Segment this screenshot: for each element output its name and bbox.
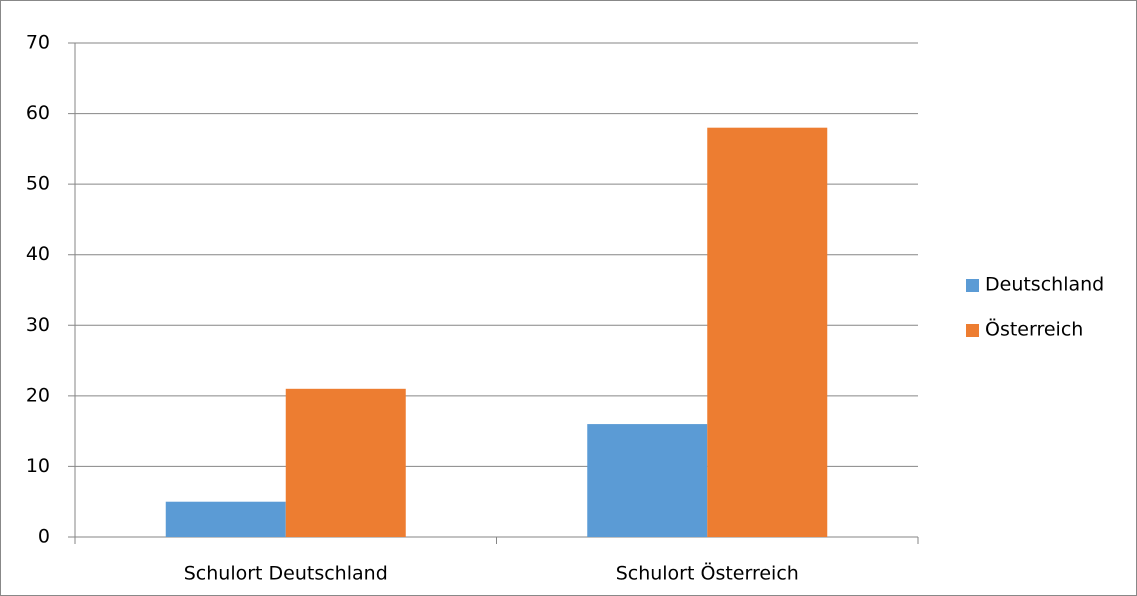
- y-tick-label: 10: [26, 455, 50, 477]
- y-tick-label: 0: [38, 526, 50, 548]
- legend-swatch: [966, 324, 979, 337]
- bar: [587, 424, 708, 537]
- legend-label: Deutschland: [985, 274, 1104, 296]
- y-tick-label: 20: [26, 384, 50, 406]
- legend-swatch: [966, 279, 979, 292]
- x-tick-label: Schulort Österreich: [616, 562, 799, 585]
- bar: [165, 501, 286, 537]
- y-tick-label: 30: [26, 314, 50, 336]
- y-tick-label: 60: [26, 102, 50, 124]
- x-tick-label: Schulort Deutschland: [184, 563, 388, 585]
- legend-label: Österreich: [985, 318, 1083, 341]
- bar: [707, 127, 828, 537]
- bar: [285, 388, 406, 537]
- y-tick-label: 50: [26, 173, 50, 195]
- y-tick-label: 70: [26, 32, 50, 54]
- y-tick-label: 40: [26, 243, 50, 265]
